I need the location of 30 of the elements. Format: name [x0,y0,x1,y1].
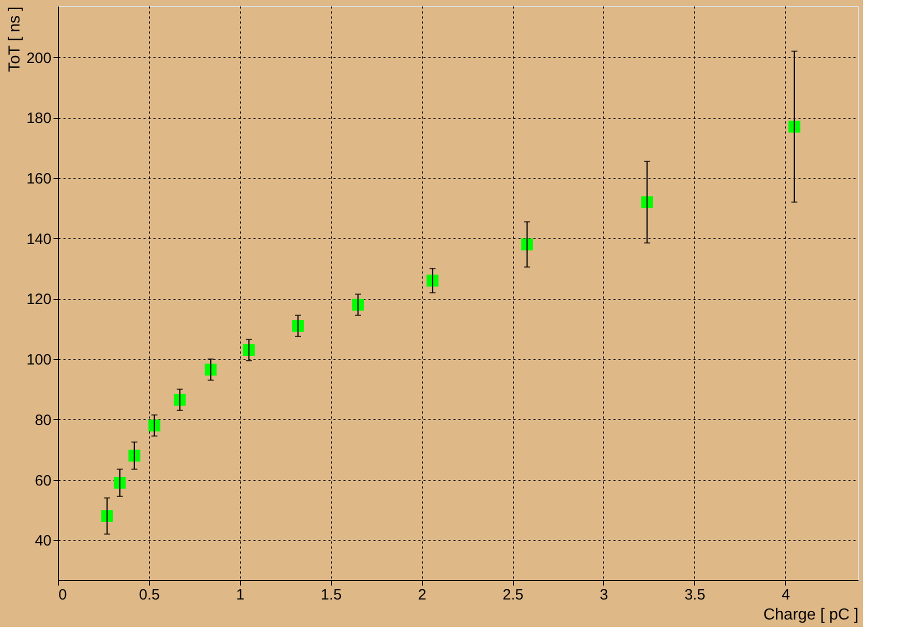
y-tick-label: 180 [26,110,52,128]
x-tick-label: 1 [236,586,244,604]
y-tick-label: 60 [34,472,52,490]
point [352,298,364,311]
y-tick-label: 40 [34,532,52,550]
y-tick-label: 80 [34,412,52,429]
point [242,344,255,356]
y-tick-label: 140 [26,230,52,248]
point [521,238,534,250]
x-tick-label: 0.5 [138,586,160,604]
y-tick-label: 100 [26,352,52,369]
point [788,120,800,133]
x-tick-label: 2.5 [502,586,524,604]
x-tick-label: 2 [418,586,426,604]
y-axis-title: ToT [ ns ] [6,6,24,72]
y-tick-label: 160 [26,170,52,188]
point [148,420,160,432]
y-tick-label: 200 [26,50,52,67]
y-tick-label: 120 [26,291,52,308]
point [292,320,304,332]
x-tick-label: 3.5 [684,586,706,604]
x-axis-title: Charge [ pC ] [763,606,858,624]
x-tick-label: 0 [58,586,67,604]
point [128,450,140,462]
x-tick-label: 1.5 [320,586,342,604]
point [426,274,438,287]
x-tick-label: 4 [782,586,790,604]
point [641,196,654,208]
point [101,510,114,522]
x-tick-label: 3 [600,586,608,604]
